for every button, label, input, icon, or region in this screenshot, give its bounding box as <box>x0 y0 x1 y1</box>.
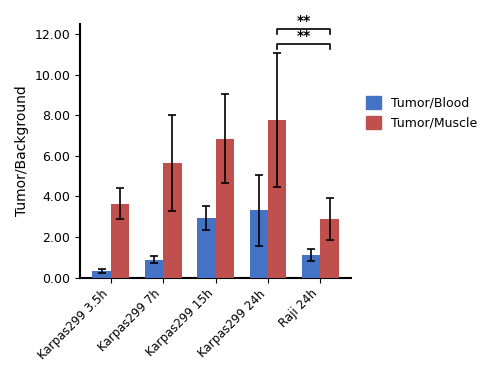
Bar <box>92 271 111 277</box>
Bar <box>198 218 216 277</box>
Text: **: ** <box>296 14 310 28</box>
Y-axis label: Tumor/Background: Tumor/Background <box>15 86 29 216</box>
Bar <box>145 260 163 277</box>
Bar <box>111 204 129 277</box>
Bar <box>320 219 339 277</box>
Bar <box>302 255 320 277</box>
Bar <box>163 163 182 277</box>
Legend: Tumor/Blood, Tumor/Muscle: Tumor/Blood, Tumor/Muscle <box>360 90 484 136</box>
Bar <box>268 120 286 277</box>
Bar <box>250 210 268 277</box>
Bar <box>216 139 234 277</box>
Text: **: ** <box>296 29 310 43</box>
